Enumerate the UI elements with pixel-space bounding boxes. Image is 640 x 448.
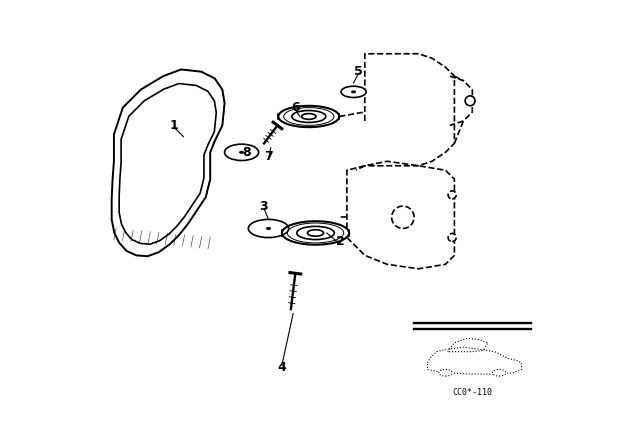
Ellipse shape xyxy=(307,230,324,236)
Ellipse shape xyxy=(448,191,456,199)
Ellipse shape xyxy=(282,221,349,245)
Ellipse shape xyxy=(297,226,334,240)
Text: 4: 4 xyxy=(278,361,286,374)
Ellipse shape xyxy=(301,114,316,119)
Ellipse shape xyxy=(392,206,414,228)
Ellipse shape xyxy=(493,369,506,376)
Text: 5: 5 xyxy=(354,65,362,78)
Text: 1: 1 xyxy=(170,119,179,132)
Text: 2: 2 xyxy=(336,235,344,249)
Ellipse shape xyxy=(439,369,452,376)
Ellipse shape xyxy=(225,144,259,160)
Text: 6: 6 xyxy=(291,101,300,114)
Ellipse shape xyxy=(341,86,366,98)
Text: CC0*-110: CC0*-110 xyxy=(452,388,492,396)
Ellipse shape xyxy=(240,151,243,153)
Ellipse shape xyxy=(352,91,355,93)
Ellipse shape xyxy=(448,233,456,241)
Text: 7: 7 xyxy=(264,150,273,164)
Ellipse shape xyxy=(465,96,475,106)
Ellipse shape xyxy=(267,228,270,229)
Ellipse shape xyxy=(248,220,289,237)
Ellipse shape xyxy=(292,111,326,122)
Ellipse shape xyxy=(278,106,339,127)
Text: 8: 8 xyxy=(242,146,250,159)
Text: 3: 3 xyxy=(260,199,268,213)
